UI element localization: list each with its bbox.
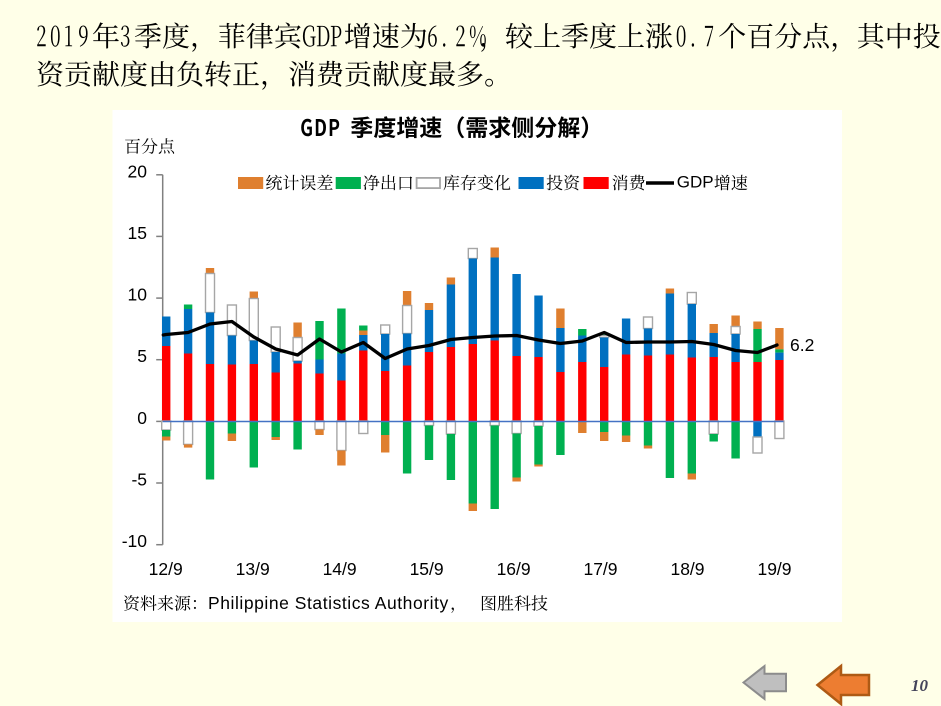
svg-text:0: 0 [137,408,147,428]
svg-text:14/9: 14/9 [323,559,357,579]
svg-text:5: 5 [137,346,147,366]
svg-text:13/9: 13/9 [236,559,270,579]
svg-text:Philippine Statistics Authori: Philippine Statistics Authority [208,593,449,613]
svg-text:GDP: GDP [677,173,714,192]
svg-text:10: 10 [911,676,929,695]
svg-text:18/9: 18/9 [670,559,704,579]
svg-text:12/9: 12/9 [149,559,183,579]
svg-text:17/9: 17/9 [583,559,617,579]
svg-text:6.2: 6.2 [790,335,814,355]
svg-text:15: 15 [128,223,147,243]
svg-text:-5: -5 [131,470,147,490]
svg-text:16/9: 16/9 [497,559,531,579]
svg-text:20: 20 [128,161,148,181]
svg-text:15/9: 15/9 [410,559,444,579]
svg-text:10: 10 [128,285,148,305]
svg-text:-10: -10 [122,531,148,551]
svg-text:19/9: 19/9 [757,559,791,579]
